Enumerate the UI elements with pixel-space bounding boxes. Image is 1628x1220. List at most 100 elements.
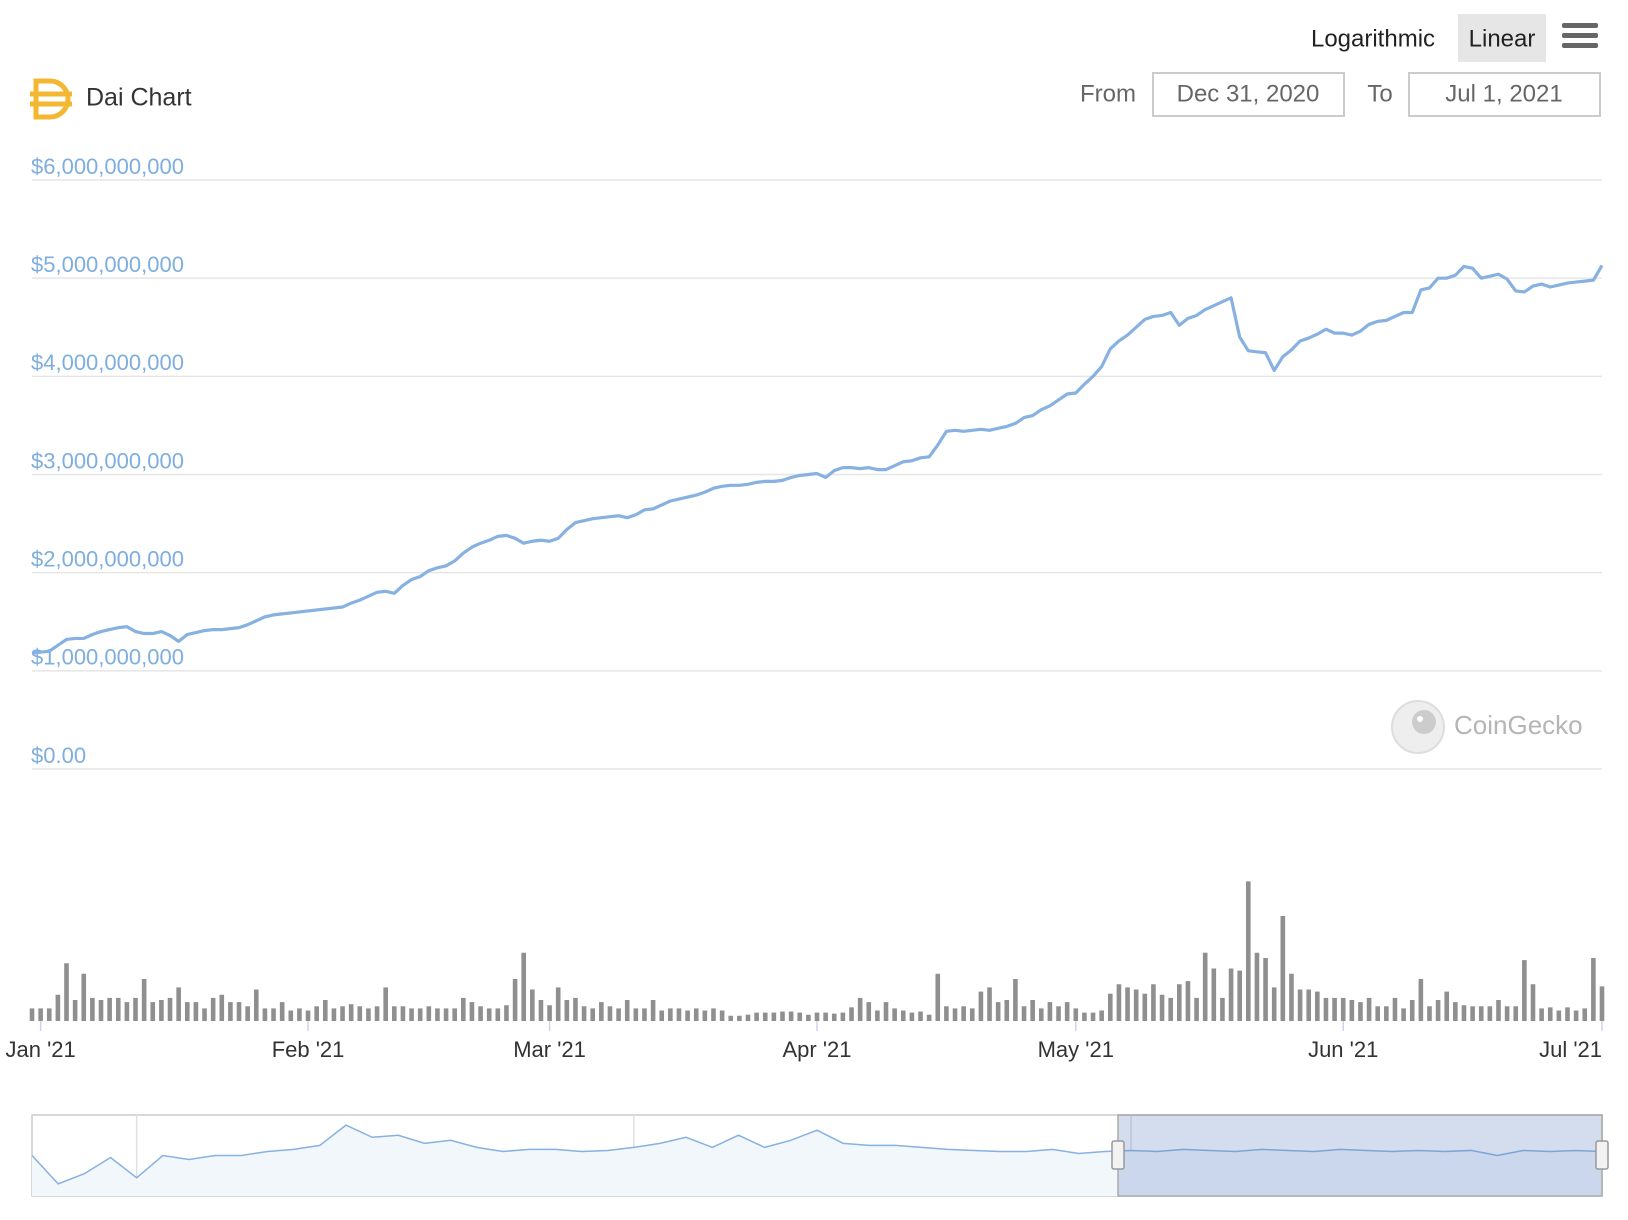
volume-bar [1315,991,1320,1021]
volume-bar [866,1002,872,1021]
volume-bar [676,1008,682,1021]
volume-bar [1582,1008,1588,1021]
volume-bar [1556,1010,1562,1021]
volume-bar [1030,1000,1035,1021]
volume-bar [918,1011,923,1021]
y-tick-label: $1,000,000,000 [31,645,184,670]
to-input[interactable] [1408,72,1601,117]
volume-bar [1254,952,1260,1021]
volume-bar [1185,981,1191,1021]
menu-button[interactable] [1562,23,1598,48]
volume-bar [400,1006,406,1021]
price-line [31,264,1604,655]
x-tick-label: Mar '21 [513,1037,586,1062]
dai-logo [30,78,72,120]
volume-bar [1271,987,1277,1021]
volume-bar [978,991,984,1021]
volume-bar [340,1006,345,1021]
volume-bar [288,1010,294,1021]
volume-bar [348,1004,354,1021]
volume-bar [1513,1006,1519,1021]
volume-bar [797,1012,803,1021]
volume-bar [1418,979,1424,1021]
volume-bar [193,1002,199,1021]
volume-bar [624,1000,630,1021]
volume-bar [512,979,518,1021]
volume-bar [124,1002,130,1021]
volume-bar [961,1006,966,1021]
volume-bar [745,1014,751,1021]
volume-bar [693,1008,699,1021]
volume-bar [1297,989,1303,1021]
volume-bar [814,1012,820,1021]
y-tick-label: $6,000,000,000 [31,154,184,179]
navigator-handle[interactable] [1595,1140,1609,1170]
volume-bar [1565,1007,1570,1021]
volume-bar [478,1006,483,1021]
volume-bar [107,997,112,1021]
volume-bar [392,1006,397,1021]
scale-button[interactable]: Linear [1469,25,1536,52]
volume-bar [573,997,578,1021]
volume-bar [719,1010,725,1021]
scale-button-bg[interactable] [1458,14,1546,62]
volume-bar [590,1008,596,1021]
from-input[interactable] [1152,72,1345,117]
volume-bar [1496,1000,1501,1021]
volume-bar [1021,1006,1027,1021]
volume-bar [417,1008,423,1021]
volume-bar [452,1008,457,1021]
y-tick-label: $2,000,000,000 [31,546,184,571]
volume-bar [1470,1006,1475,1021]
volume-bar [357,1006,363,1021]
volume-bar [521,952,527,1021]
volume-bar [754,1012,759,1021]
volume-bar [728,1015,734,1021]
volume-bar [1082,1012,1087,1021]
volume-bar [969,1008,975,1021]
volume-bar [883,1002,889,1021]
x-tick-label: Jul '21 [1539,1037,1602,1062]
navigator-handle[interactable] [1111,1140,1125,1170]
volume-bar [1530,984,1536,1021]
volume-bar [409,1008,414,1021]
volume-bar [944,1006,949,1021]
volume-bar [184,1002,190,1021]
volume-bar [1090,1012,1096,1021]
volume-bar [1573,1010,1579,1021]
volume-bar [1444,991,1450,1021]
volume-bar [426,1006,432,1021]
volume-bar [1107,993,1113,1021]
volume-bar [1522,960,1527,1021]
volume-bar [806,1014,811,1021]
volume-bar [547,1005,552,1021]
volume-bar [29,1008,35,1021]
from-date[interactable]: Dec 31, 2020 [1177,80,1320,107]
y-tick-label: $5,000,000,000 [31,252,184,277]
volume-bar [1211,968,1217,1021]
chart-title: Dai Chart [86,84,192,112]
to-label: To [1367,80,1392,107]
volume-bar [504,1005,509,1021]
volume-bar [1220,997,1225,1021]
volume-bar [271,1008,276,1021]
volume-bar [443,1008,449,1021]
volume-bar [1306,989,1312,1021]
volume-bar [1289,973,1294,1021]
volume-bar [530,989,535,1021]
navigator-selection [1117,1114,1603,1197]
volume-bar [952,1008,958,1021]
volume-bar [1349,1000,1355,1021]
scale-button[interactable]: Logarithmic [1311,25,1435,52]
volume-bar [305,1010,311,1021]
volume-bar [1159,994,1165,1021]
volume-bar [1384,1006,1389,1021]
volume-bar [461,997,466,1021]
volume-bar [1504,1006,1510,1021]
to-date[interactable]: Jul 1, 2021 [1445,80,1562,107]
volume-bar [150,1002,156,1021]
volume-bar [1064,1002,1070,1021]
watermark: CoinGecko [1454,710,1583,740]
y-tick-label: $0.00 [31,743,86,768]
